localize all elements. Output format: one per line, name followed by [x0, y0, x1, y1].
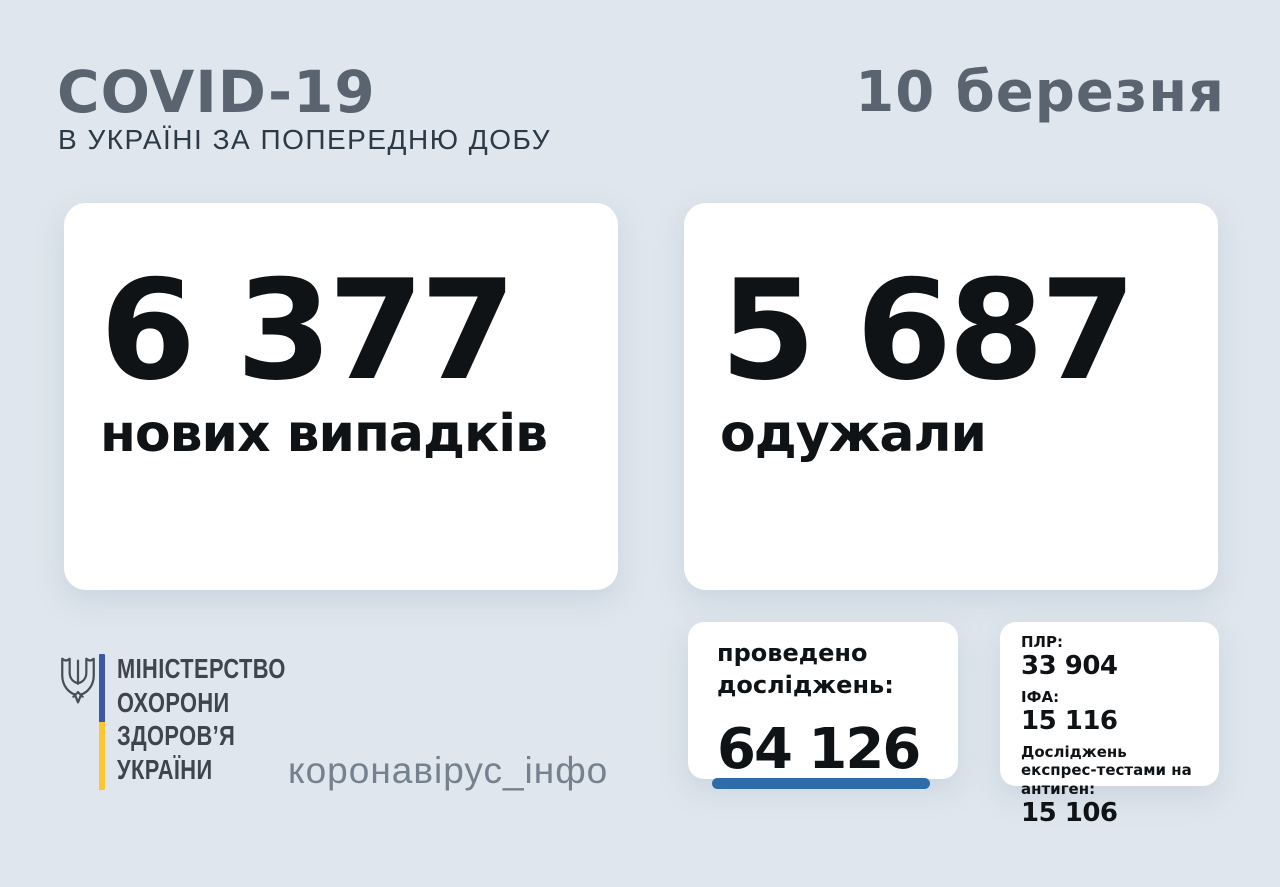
- flag-bar: [99, 654, 105, 790]
- antigen-value: 15 106: [1021, 797, 1118, 828]
- recovered-label: одужали: [720, 403, 987, 464]
- tests-card: проведено досліджень: 64 126: [688, 622, 958, 783]
- page-title: COVID-19: [57, 58, 376, 126]
- new-cases-value: 6 377: [100, 250, 516, 411]
- recovered-card: 5 687 одужали: [684, 203, 1218, 590]
- flag-yellow-segment: [99, 722, 105, 790]
- ministry-line: ЗДОРОВ’Я: [117, 720, 236, 751]
- new-cases-card: 6 377 нових випадків: [64, 203, 618, 590]
- ministry-line: УКРАЇНИ: [117, 753, 213, 785]
- new-cases-label: нових випадків: [100, 403, 548, 464]
- tests-breakdown-card: ПЛР: 33 904 ІФА: 15 116 Досліджень експр…: [1000, 622, 1219, 828]
- antigen-label: Досліджень експрес-тестами на антиген:: [1021, 742, 1192, 799]
- report-date: 10 березня: [855, 60, 1225, 125]
- ukraine-trident-icon: [61, 657, 95, 704]
- channel-name: коронавірус_інфо: [288, 750, 609, 791]
- tests-label: проведено досліджень:: [717, 639, 894, 699]
- pcr-value: 33 904: [1021, 650, 1118, 681]
- pcr-label: ПЛР:: [1021, 633, 1064, 651]
- elisa-value: 15 116: [1021, 705, 1118, 736]
- accent-underline-bar: [712, 778, 930, 789]
- ministry-line: ОХОРОНИ: [117, 686, 230, 718]
- tests-value: 64 126: [717, 717, 921, 783]
- ministry-name: МІНІСТЕРСТВО ОХОРОНИ ЗДОРОВ’Я УКРАЇНИ: [117, 652, 286, 786]
- recovered-value: 5 687: [720, 250, 1136, 411]
- elisa-label: ІФА:: [1021, 687, 1060, 706]
- flag-blue-segment: [99, 654, 105, 722]
- page-subtitle: В УКРАЇНІ ЗА ПОПЕРЕДНЮ ДОБУ: [58, 124, 552, 155]
- ministry-line: МІНІСТЕРСТВО: [117, 653, 286, 684]
